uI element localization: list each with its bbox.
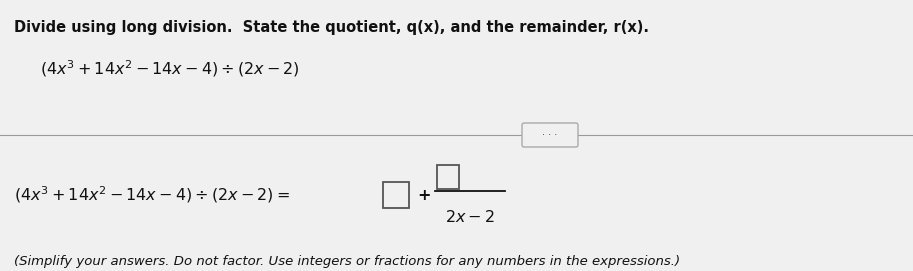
Bar xyxy=(383,182,409,208)
Text: $(4x^3 + 14x^2 - 14x - 4) \div (2x - 2)$: $(4x^3 + 14x^2 - 14x - 4) \div (2x - 2)$ xyxy=(40,58,299,79)
Text: (Simplify your answers. Do not factor. Use integers or fractions for any numbers: (Simplify your answers. Do not factor. U… xyxy=(14,255,680,268)
Text: $2x - 2$: $2x - 2$ xyxy=(446,209,495,225)
Text: Divide using long division.  State the quotient, q(x), and the remainder, r(x).: Divide using long division. State the qu… xyxy=(14,20,649,35)
Text: +: + xyxy=(417,188,431,202)
Bar xyxy=(437,165,459,189)
Text: $(4x^3 + 14x^2 - 14x - 4) \div (2x - 2) =$: $(4x^3 + 14x^2 - 14x - 4) \div (2x - 2) … xyxy=(14,185,290,205)
Text: · · ·: · · · xyxy=(542,130,558,140)
FancyBboxPatch shape xyxy=(522,123,578,147)
